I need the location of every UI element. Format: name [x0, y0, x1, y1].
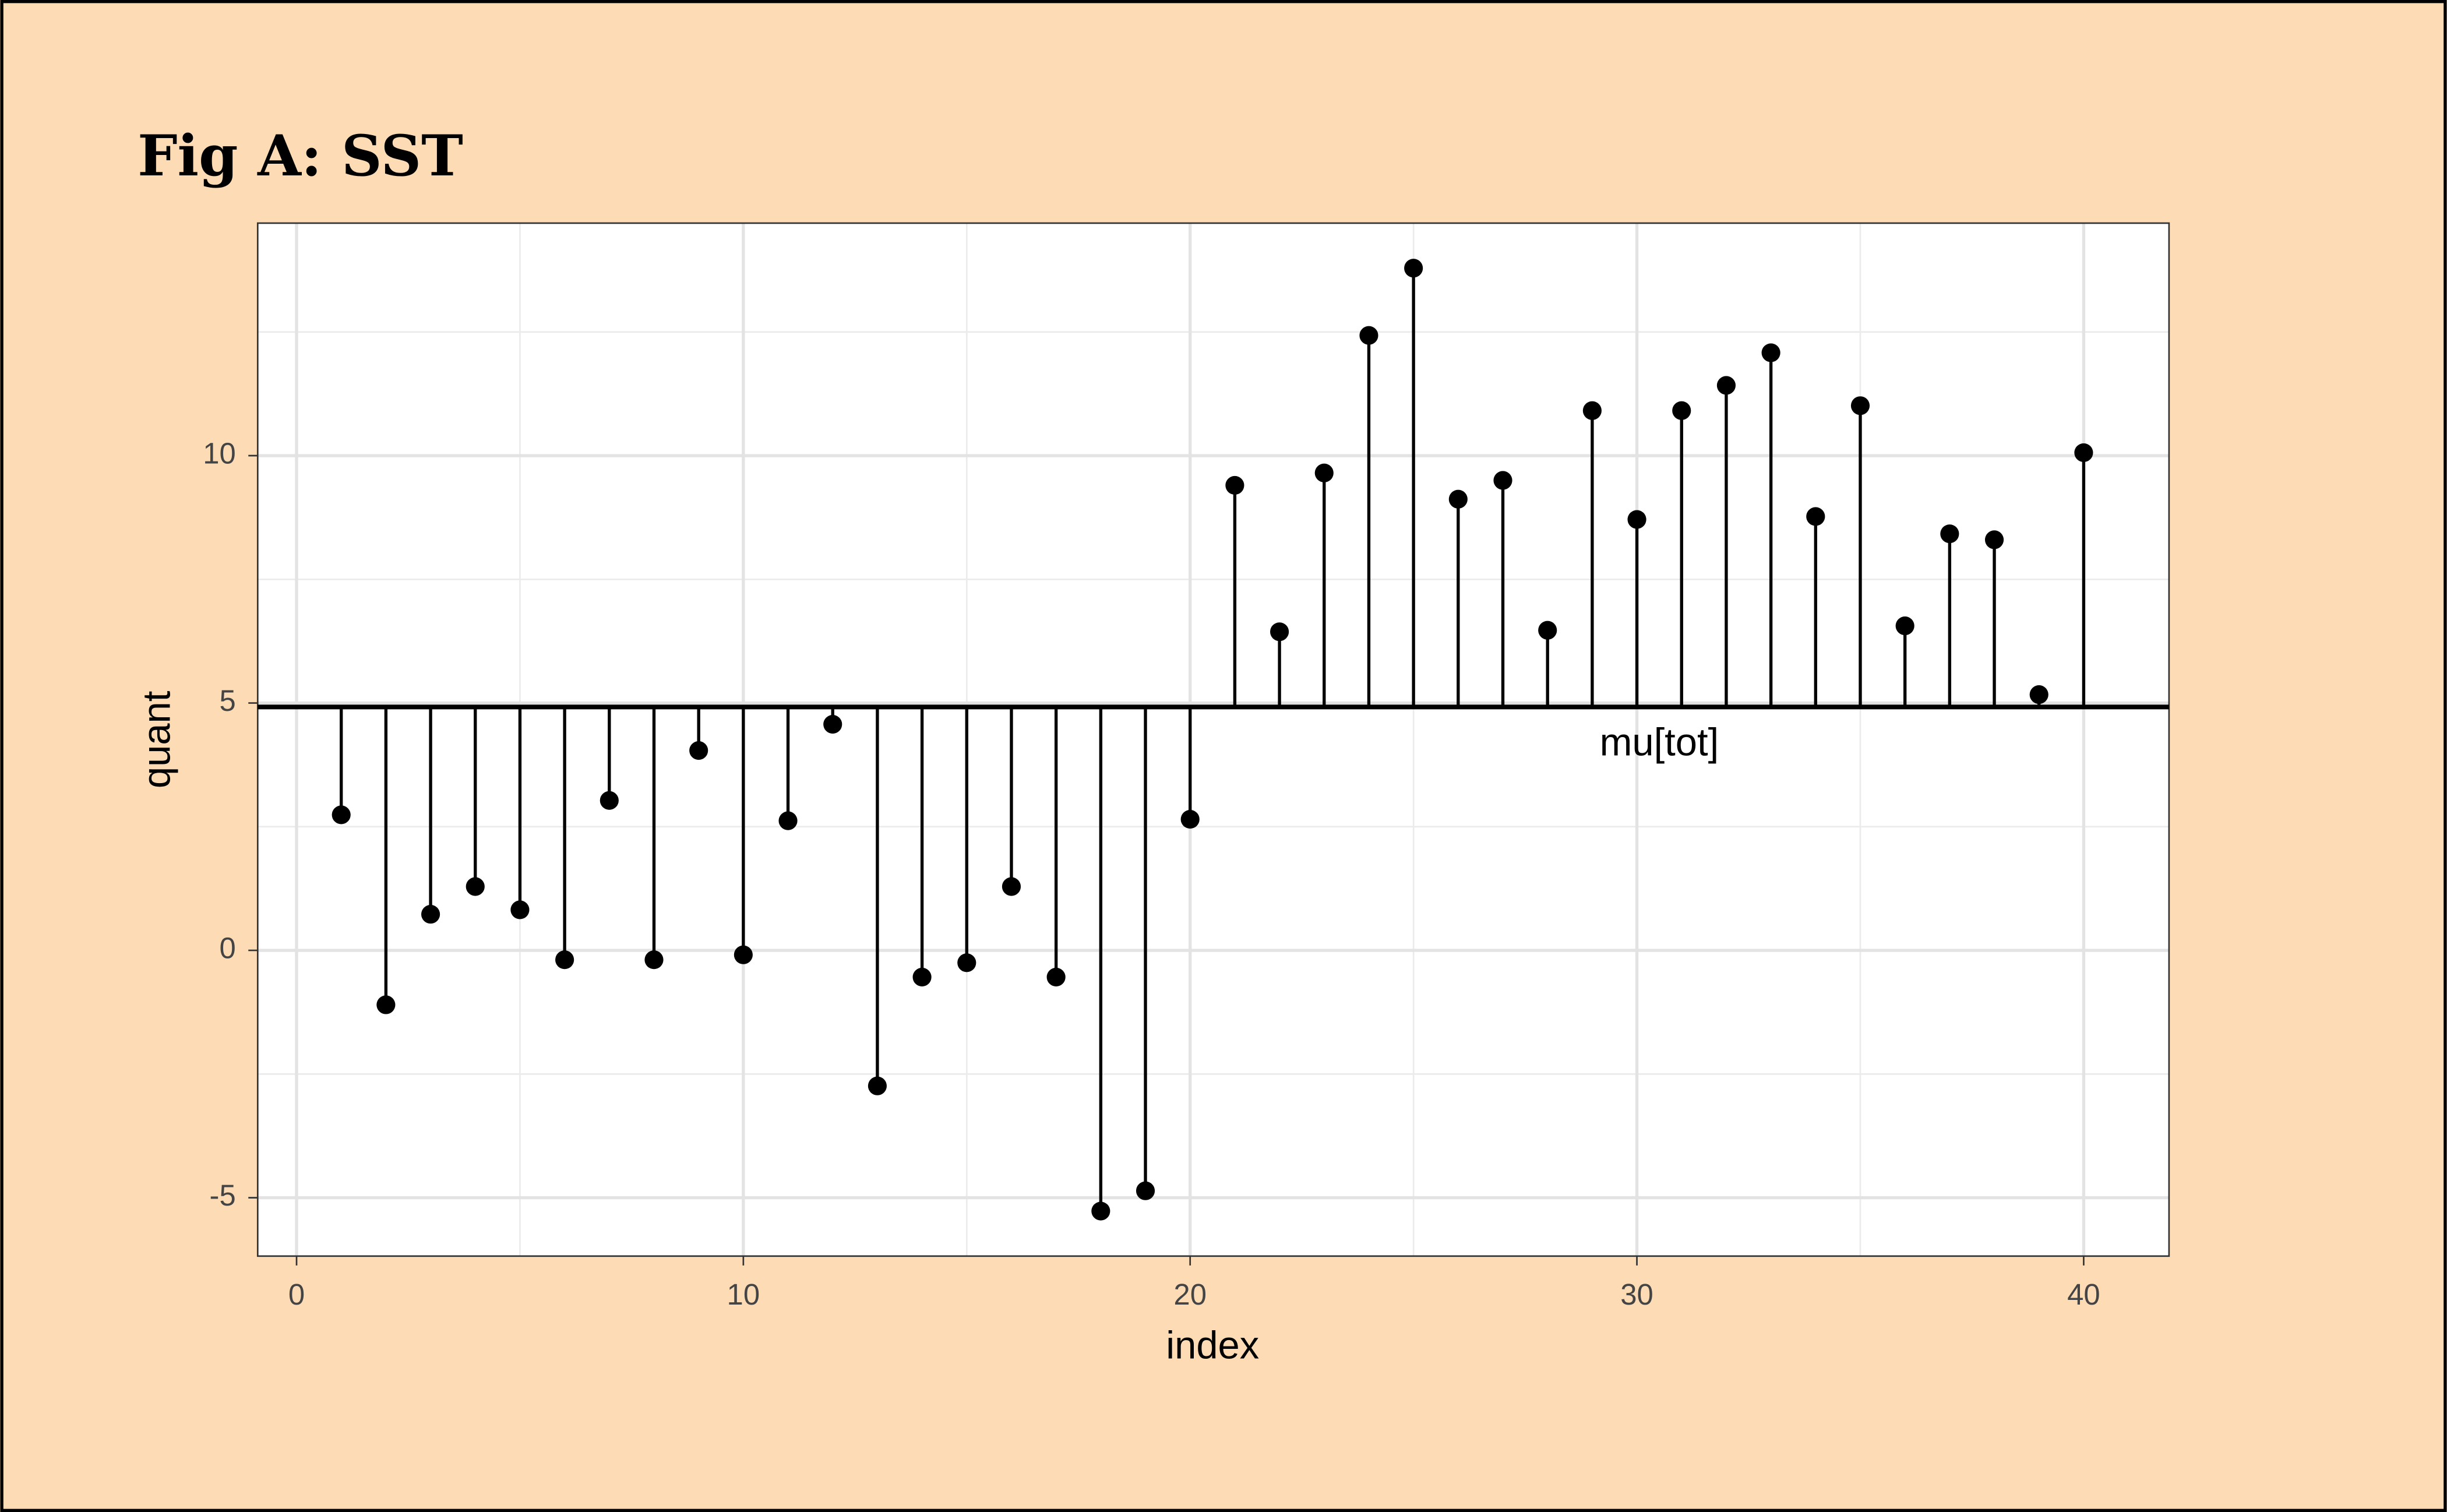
point [1940, 524, 1959, 544]
chart-title: Fig A: SST [137, 122, 463, 189]
x-tick-label: 30 [1620, 1278, 1653, 1311]
point [823, 714, 842, 734]
point [868, 1076, 887, 1095]
point [376, 995, 396, 1014]
point [1270, 622, 1289, 642]
point [1850, 396, 1870, 415]
point [1180, 810, 1200, 829]
point [555, 950, 574, 970]
point [1404, 259, 1423, 278]
point [1314, 463, 1334, 482]
point [1002, 877, 1021, 896]
point [1895, 616, 1914, 636]
point [1627, 510, 1646, 529]
point [2029, 685, 2048, 704]
x-tick-label: 0 [288, 1278, 305, 1311]
point [421, 905, 440, 924]
point [1984, 530, 2004, 549]
point [957, 953, 976, 972]
point [1046, 967, 1066, 987]
panel-border [256, 222, 2170, 1257]
point [1136, 1181, 1155, 1200]
y-tick-label: 0 [220, 932, 236, 965]
point [466, 877, 485, 896]
point [734, 945, 753, 964]
point [1582, 401, 1602, 420]
x-axis-label: index [1166, 1323, 1259, 1367]
point [1538, 621, 1557, 640]
x-tick-label: 10 [727, 1278, 760, 1311]
point [1359, 326, 1378, 345]
point [644, 950, 664, 970]
point [1225, 475, 1244, 495]
point [1806, 507, 1825, 526]
point [600, 791, 619, 810]
annotation: mu[tot] [1600, 720, 1719, 764]
point [1716, 376, 1736, 395]
y-tick-label: 5 [220, 684, 236, 717]
x-tick-label: 40 [2067, 1278, 2100, 1311]
point [1448, 489, 1468, 509]
point [1091, 1201, 1110, 1221]
x-tick-label: 20 [1173, 1278, 1207, 1311]
point [1493, 471, 1512, 490]
point [689, 741, 708, 760]
y-tick-label: -5 [210, 1179, 236, 1212]
point [2074, 443, 2093, 462]
point [1761, 343, 1780, 362]
point [778, 811, 798, 830]
point [1672, 401, 1691, 420]
panel [258, 223, 2169, 1256]
y-tick-label: 10 [203, 436, 236, 470]
y-axis-label: quant [135, 690, 178, 788]
point [912, 967, 932, 987]
point [510, 900, 530, 919]
point [332, 805, 351, 824]
